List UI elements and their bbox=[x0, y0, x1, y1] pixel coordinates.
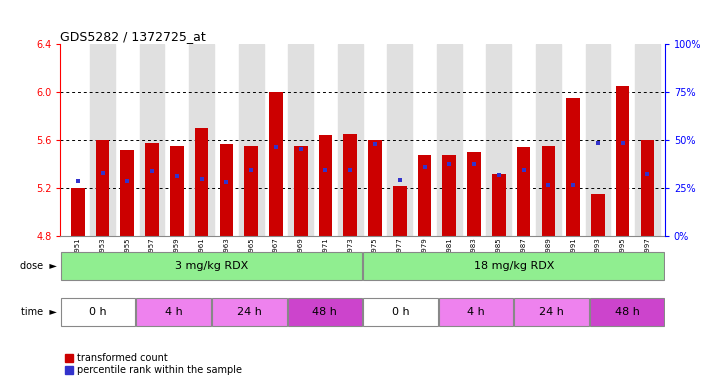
Text: 4 h: 4 h bbox=[165, 307, 183, 317]
FancyBboxPatch shape bbox=[589, 298, 664, 326]
Text: 48 h: 48 h bbox=[614, 307, 639, 317]
Bar bbox=[641, 140, 654, 236]
Text: 0 h: 0 h bbox=[90, 307, 107, 317]
Text: dose  ►: dose ► bbox=[20, 261, 57, 271]
Bar bbox=[269, 92, 283, 236]
Bar bbox=[616, 86, 629, 236]
Bar bbox=[338, 44, 363, 236]
Bar bbox=[170, 146, 183, 236]
Text: GDS5282 / 1372725_at: GDS5282 / 1372725_at bbox=[60, 30, 206, 43]
FancyBboxPatch shape bbox=[61, 252, 362, 280]
Bar bbox=[239, 44, 264, 236]
Text: 18 mg/kg RDX: 18 mg/kg RDX bbox=[474, 261, 554, 271]
Bar bbox=[467, 152, 481, 236]
Bar bbox=[189, 44, 214, 236]
Bar bbox=[517, 147, 530, 236]
FancyBboxPatch shape bbox=[363, 298, 438, 326]
FancyBboxPatch shape bbox=[363, 252, 664, 280]
Bar bbox=[245, 146, 258, 236]
Bar bbox=[319, 135, 332, 236]
Text: 3 mg/kg RDX: 3 mg/kg RDX bbox=[175, 261, 248, 271]
Text: 0 h: 0 h bbox=[392, 307, 410, 317]
Bar bbox=[635, 44, 660, 236]
FancyBboxPatch shape bbox=[212, 298, 287, 326]
Text: 24 h: 24 h bbox=[539, 307, 564, 317]
Bar bbox=[442, 154, 456, 236]
FancyBboxPatch shape bbox=[439, 298, 513, 326]
Bar bbox=[393, 186, 407, 236]
Bar bbox=[288, 44, 313, 236]
Bar bbox=[567, 98, 580, 236]
Bar bbox=[418, 154, 432, 236]
Bar bbox=[343, 134, 357, 236]
Bar bbox=[294, 146, 307, 236]
Bar bbox=[387, 44, 412, 236]
Bar bbox=[368, 140, 382, 236]
Legend: transformed count, percentile rank within the sample: transformed count, percentile rank withi… bbox=[65, 353, 242, 375]
Bar bbox=[591, 194, 605, 236]
Bar bbox=[486, 44, 511, 236]
Text: time  ►: time ► bbox=[21, 307, 57, 317]
Text: 48 h: 48 h bbox=[312, 307, 337, 317]
Bar bbox=[139, 44, 164, 236]
Text: 24 h: 24 h bbox=[237, 307, 262, 317]
FancyBboxPatch shape bbox=[61, 298, 136, 326]
Bar bbox=[90, 44, 115, 236]
Bar bbox=[492, 174, 506, 236]
Bar bbox=[120, 150, 134, 236]
Bar bbox=[145, 142, 159, 236]
Text: 4 h: 4 h bbox=[467, 307, 485, 317]
Bar bbox=[71, 188, 85, 236]
Bar bbox=[542, 146, 555, 236]
FancyBboxPatch shape bbox=[137, 298, 211, 326]
Bar bbox=[195, 128, 208, 236]
Bar bbox=[536, 44, 561, 236]
Bar bbox=[220, 144, 233, 236]
Bar bbox=[586, 44, 610, 236]
FancyBboxPatch shape bbox=[287, 298, 362, 326]
Bar bbox=[96, 140, 109, 236]
Bar bbox=[437, 44, 461, 236]
FancyBboxPatch shape bbox=[514, 298, 589, 326]
